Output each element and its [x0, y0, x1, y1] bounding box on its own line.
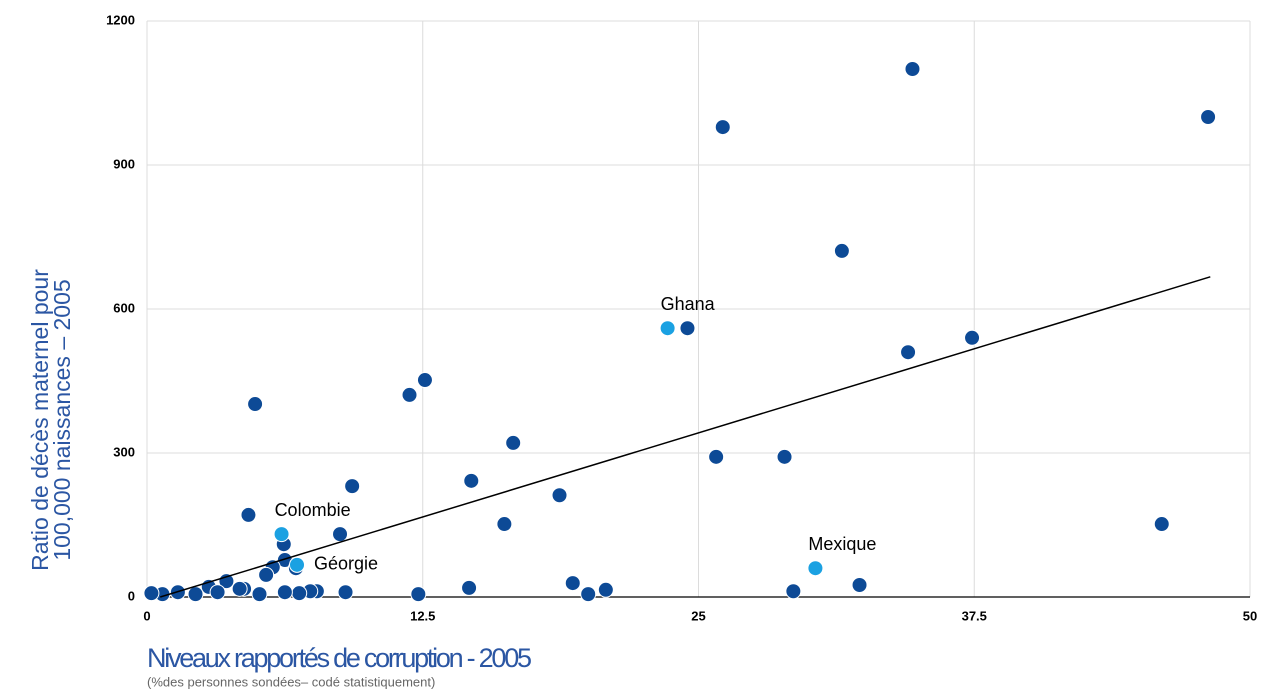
data-point: [463, 472, 480, 489]
data-point: [659, 320, 676, 337]
data-point: [551, 487, 568, 504]
y-axis-title-line: 100,000 naissances – 2005: [49, 279, 75, 560]
x-tick-label: 50: [1243, 608, 1257, 623]
data-point: [807, 560, 824, 577]
data-point: [505, 434, 522, 451]
y-axis-title-line: Ratio de décès maternel pour: [27, 269, 53, 571]
y-tick-label: 0: [128, 588, 135, 603]
data-point: [679, 320, 696, 337]
point-label: Mexique: [808, 534, 876, 554]
point-label: Ghana: [661, 294, 716, 314]
x-tick-label: 12.5: [410, 608, 435, 623]
point-label: Géorgie: [314, 554, 378, 574]
data-point: [187, 586, 204, 603]
point-label: Colombie: [275, 500, 351, 520]
data-point: [851, 577, 868, 593]
y-tick-label: 600: [113, 300, 135, 315]
data-point: [785, 583, 802, 600]
data-point: [258, 566, 275, 583]
data-point: [900, 344, 917, 361]
data-point: [416, 372, 433, 389]
data-point: [708, 448, 725, 465]
x-tick-label: 37.5: [962, 608, 987, 623]
data-point: [332, 526, 349, 543]
y-tick-label: 300: [113, 444, 135, 459]
data-point: [209, 584, 226, 601]
data-point: [251, 586, 268, 603]
data-point: [964, 329, 981, 346]
data-point: [833, 242, 850, 259]
data-point: [580, 586, 597, 603]
data-point: [276, 584, 293, 601]
x-axis-title: Niveaux rapportés de corruption - 2005: [147, 643, 532, 673]
data-point: [904, 61, 921, 77]
data-point: [240, 506, 257, 523]
data-point: [1200, 109, 1217, 125]
data-point: [344, 478, 361, 495]
data-point: [231, 580, 248, 597]
y-tick-label: 900: [113, 156, 135, 171]
x-axis-note: (%des personnes sondées– codé statistiqu…: [147, 674, 435, 689]
data-point: [401, 386, 418, 403]
data-point: [597, 581, 614, 598]
data-point: [461, 579, 478, 596]
data-point: [564, 575, 581, 592]
y-axis-title: Ratio de décès maternel pour 100,000 nai…: [27, 269, 75, 571]
data-point: [714, 119, 731, 136]
y-tick-label: 1200: [106, 12, 135, 27]
data-point: [273, 526, 290, 543]
data-point: [776, 448, 793, 465]
data-point: [143, 585, 160, 602]
x-tick-label: 0: [143, 608, 150, 623]
data-point: [289, 556, 306, 573]
data-point: [410, 586, 427, 603]
trend-line: [160, 276, 1211, 598]
data-point: [337, 584, 354, 601]
data-point: [496, 516, 513, 533]
x-tick-label: 25: [691, 608, 705, 623]
data-point: [1153, 516, 1170, 533]
data-point: [247, 396, 264, 413]
data-point: [291, 585, 308, 602]
